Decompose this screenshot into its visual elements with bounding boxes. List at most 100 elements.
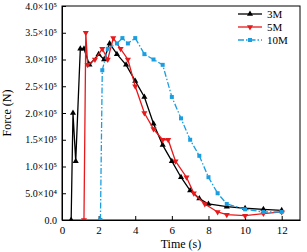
marker [141,93,147,98]
marker [242,214,248,219]
y-tick-mark [62,60,66,61]
y-tick: 2.0×10⁵ [25,108,66,119]
x-tick: 4 [133,216,139,236]
plot-frame [62,6,300,220]
marker [132,84,138,89]
marker [110,36,116,41]
x-axis: 0 2 4 6 8 10 12 [60,216,301,236]
x-tick-label: 2 [96,224,102,236]
y-tick-label: 1.0×10⁵ [25,161,57,172]
marker [178,174,184,179]
series-line [100,38,281,220]
marker [70,109,76,114]
marker [141,111,147,116]
data-area [68,31,285,220]
x-axis-title: Time (s) [161,237,202,251]
x-tick-label: 4 [133,224,139,236]
marker [106,47,110,51]
x-tick-label: 12 [277,224,288,236]
y-tick-mark [62,6,66,7]
x-tick: 2 [96,216,102,236]
legend-label: 10M [267,34,288,46]
y-tick: 3.5×10⁵ [25,27,66,38]
marker [215,210,221,215]
marker [188,138,192,142]
marker [73,158,79,163]
marker [98,218,102,220]
legend-marker [247,10,253,15]
marker [150,127,156,132]
x-axis-line [63,220,301,221]
marker [197,154,201,158]
marker [126,41,130,45]
marker [202,202,208,207]
series-line [84,33,282,220]
marker [100,68,104,72]
y-tick: 0.0 [45,215,67,226]
x-tick-label: 10 [240,224,252,236]
marker [142,52,146,56]
marker [280,210,284,214]
y-tick-label: 2.5×10⁵ [25,81,57,92]
y-tick: 1.0×10⁵ [25,161,66,172]
marker [114,51,120,56]
y-tick-mark [62,167,66,168]
marker [68,216,74,220]
marker [85,63,91,68]
legend-label: 5M [267,21,283,33]
legend-item: 3M [238,8,283,20]
marker [125,58,131,63]
y-tick: 4.0×10⁵ [25,1,66,12]
x-tick: 10 [240,216,252,236]
marker [172,159,178,164]
marker [161,63,165,67]
marker [206,175,210,179]
marker [83,31,89,36]
y-tick-label: 3.5×10⁵ [25,27,57,38]
marker [99,47,105,52]
y-tick-mark [62,220,66,221]
marker [92,58,98,63]
legend: 3M5M10M [238,8,288,46]
x-tick-mark [172,216,173,220]
y-axis: 0.0 5.0×10⁴ 1.0×10⁵ 1.5×10⁵ 2.0×10⁵ 2.5×10⁵ 3.… [25,1,66,226]
chart: 0 2 4 6 8 10 12 0.0 5.0×10⁴ 1.0×10⁵ 1.5×10⁵ 2.0×10⁵… [0,0,307,252]
x-tick-mark [208,216,209,220]
x-tick-mark [282,216,283,220]
marker [179,116,183,120]
marker [225,202,229,206]
y-tick-mark [62,113,66,114]
marker [170,95,174,99]
marker [152,58,156,62]
y-tick-mark [62,140,66,141]
marker [243,207,247,211]
marker [81,218,87,220]
y-tick: 2.5×10⁵ [25,81,66,92]
plot: 0 2 4 6 8 10 12 0.0 5.0×10⁴ 1.0×10⁵ 1.5×10⁵ 2.0×10⁵… [25,1,300,236]
x-tick: 12 [277,216,288,236]
marker [261,210,265,214]
y-tick: 3.0×10⁵ [25,54,66,65]
x-tick-label: 0 [60,224,66,236]
y-tick-mark [62,193,66,194]
x-tick: 6 [170,216,176,236]
series-line [71,43,282,220]
marker [160,138,166,143]
legend-item: 5M [238,21,283,33]
marker [115,41,119,45]
y-tick-label: 1.5×10⁵ [25,134,57,145]
legend-label: 3M [267,8,283,20]
x-tick-label: 8 [206,224,212,236]
marker [118,47,124,52]
marker [279,210,285,215]
y-tick-mark [62,86,66,87]
y-tick-label: 2.0×10⁵ [25,108,57,119]
marker [224,213,230,218]
marker [133,36,137,40]
x-tick: 8 [206,216,212,236]
y-axis-title: Force (N) [0,90,14,137]
y-tick: 5.0×10⁴ [25,188,66,199]
y-tick-label: 4.0×10⁵ [25,1,57,12]
legend-marker [247,25,253,30]
x-tick-mark [135,216,136,220]
